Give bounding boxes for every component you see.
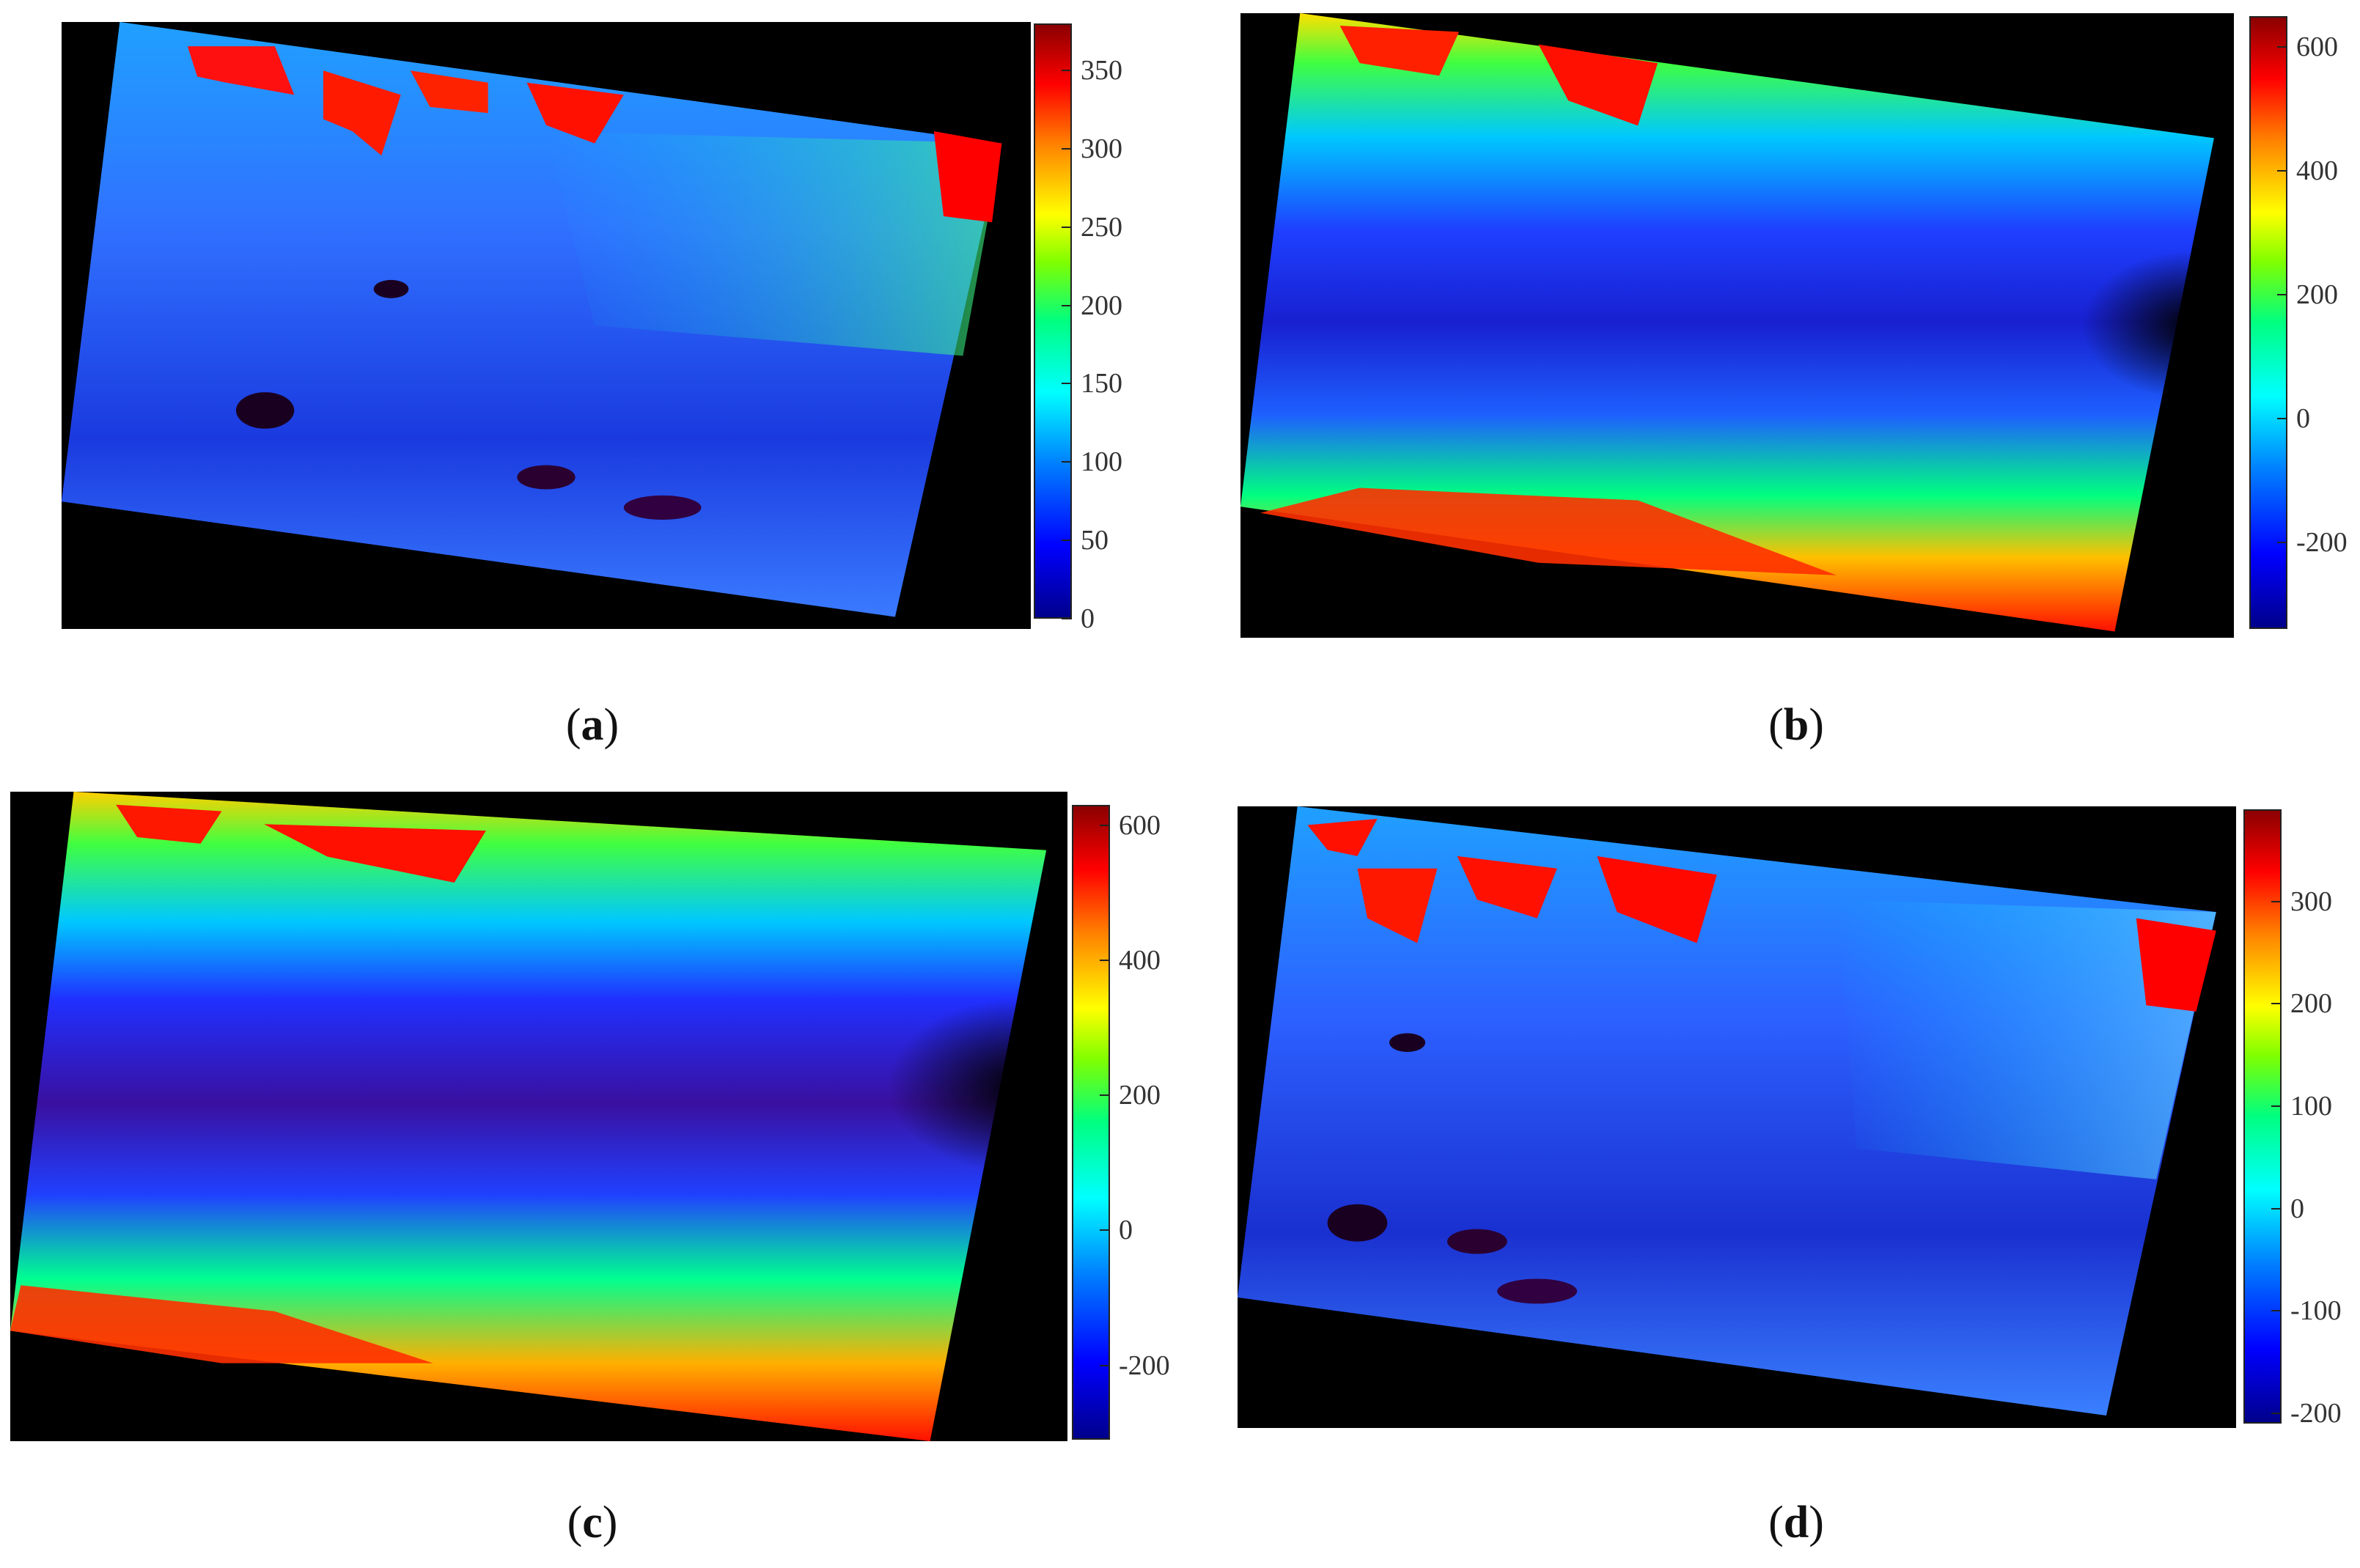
colorbar-a-tick-label: 250 — [1081, 211, 1122, 243]
colorbar-d-tick-label: -200 — [2290, 1398, 2342, 1429]
map-d-svg — [1238, 806, 2216, 1416]
colorbar-b-tick — [2277, 417, 2287, 419]
colorbar-a-tick — [1062, 226, 1072, 228]
colorbar-a-tick — [1062, 383, 1072, 385]
map-a-dark-1 — [235, 392, 295, 429]
colorbar-c — [1072, 805, 1110, 1440]
colorbar-a-tick-label: 0 — [1081, 603, 1095, 634]
map-d-dark-1 — [1327, 1204, 1388, 1242]
colorbar-d-tick — [2271, 1413, 2282, 1415]
caption-a: (a) — [565, 700, 620, 750]
map-c-relief-3 — [10, 1285, 433, 1363]
colorbar-b-tick — [2277, 294, 2287, 295]
map-d-relief-5 — [2136, 918, 2216, 1012]
colorbar-a-tick — [1062, 540, 1072, 542]
map-b-relief-2 — [1538, 44, 1658, 126]
colorbar-c-tick-label: 400 — [1119, 944, 1161, 976]
colorbar-b-tick — [2277, 46, 2287, 48]
map-c-svg — [10, 792, 1047, 1441]
map-image-c — [10, 792, 1067, 1441]
map-a-svg — [62, 22, 1002, 617]
colorbar-c-tick-label: 600 — [1119, 809, 1161, 841]
colorbar-a-tick-label: 150 — [1081, 368, 1122, 400]
map-c-relief-2 — [264, 824, 486, 883]
caption-d: (d) — [1768, 1498, 1824, 1547]
map-a-relief-3 — [410, 70, 488, 114]
map-a-dark-2 — [373, 279, 409, 298]
colorbar-a-tick — [1062, 147, 1072, 150]
colorbar-c-tick — [1100, 1364, 1110, 1366]
map-d-dark-2 — [1389, 1033, 1426, 1052]
colorbar-a-tick — [1062, 70, 1072, 72]
colorbar-a-tick — [1062, 618, 1072, 619]
map-c-dark-core — [592, 954, 1047, 1247]
map-b-dark-core — [1837, 200, 2214, 451]
map-c-relief-1 — [116, 804, 222, 844]
colorbar-b-tick-label: 0 — [2296, 402, 2310, 434]
colorbar-a-tick — [1062, 304, 1072, 306]
colorbar-a-tick-label: 200 — [1081, 290, 1122, 321]
map-a-relief-5 — [933, 131, 1002, 223]
colorbar-d-tick — [2271, 1310, 2282, 1312]
colorbar-c-tick-label: 0 — [1119, 1215, 1133, 1246]
map-c-footprint — [10, 792, 1047, 1441]
colorbar-c-tick-label: 200 — [1119, 1080, 1161, 1111]
colorbar-b-tick — [2277, 170, 2287, 172]
colorbar-d-tick-label: 0 — [2290, 1193, 2304, 1224]
map-a-dark-4 — [623, 495, 702, 520]
map-d-light-zone — [1837, 899, 2216, 1179]
map-d-relief-2 — [1357, 868, 1438, 943]
colorbar-d-tick-label: 100 — [2290, 1091, 2332, 1122]
colorbar-a-tick-label: 350 — [1081, 55, 1122, 87]
map-d-dark-3 — [1447, 1229, 1507, 1254]
map-d-relief-1 — [1307, 818, 1378, 856]
colorbar-d-tick-label: 300 — [2290, 886, 2332, 917]
colorbar-b — [2249, 16, 2287, 629]
colorbar-d-tick — [2271, 1207, 2282, 1210]
map-b-footprint — [1240, 13, 2214, 632]
colorbar-c-tick — [1100, 824, 1110, 826]
map-d-dark-4 — [1497, 1278, 1578, 1304]
colorbar-b-tick-label: -200 — [2296, 526, 2348, 558]
map-b-svg — [1240, 13, 2214, 632]
colorbar-d — [2243, 809, 2282, 1424]
colorbar-d-tick-label: 200 — [2290, 988, 2332, 1020]
map-a-dark-3 — [517, 465, 576, 490]
colorbar-d-tick — [2271, 900, 2282, 902]
colorbar-b-tick — [2277, 541, 2287, 543]
map-d-relief-3 — [1457, 855, 1557, 919]
colorbar-d-tick — [2271, 1003, 2282, 1005]
colorbar-c-tick — [1100, 959, 1110, 961]
map-image-d — [1238, 806, 2236, 1428]
map-image-b — [1240, 13, 2234, 638]
colorbar-a — [1034, 23, 1072, 619]
map-a-relief-1 — [187, 46, 295, 95]
colorbar-c-tick — [1100, 1229, 1110, 1232]
map-d-relief-4 — [1597, 855, 1717, 943]
colorbar-d-tick-label: -100 — [2290, 1295, 2342, 1327]
colorbar-a-tick-label: 300 — [1081, 133, 1122, 164]
colorbar-c-tick — [1100, 1094, 1110, 1097]
colorbar-a-tick-label: 50 — [1081, 525, 1109, 556]
colorbar-a-tick-label: 100 — [1081, 446, 1122, 478]
map-b-relief-3 — [1260, 487, 1837, 575]
colorbar-b-tick-label: 200 — [2296, 279, 2338, 310]
map-a-relief-2 — [323, 70, 401, 156]
colorbar-a-tick — [1062, 461, 1072, 463]
colorbar-c-tick-label: -200 — [1119, 1350, 1170, 1381]
caption-b: (b) — [1768, 700, 1824, 750]
colorbar-b-tick-label: 400 — [2296, 155, 2338, 187]
map-a-green-zone — [546, 131, 1002, 356]
map-a-relief-4 — [526, 82, 624, 144]
map-image-a — [62, 22, 1031, 629]
colorbar-b-tick-label: 600 — [2296, 32, 2338, 63]
colorbar-d-tick — [2271, 1105, 2282, 1108]
caption-c: (c) — [567, 1498, 618, 1547]
map-b-relief-1 — [1339, 26, 1460, 76]
